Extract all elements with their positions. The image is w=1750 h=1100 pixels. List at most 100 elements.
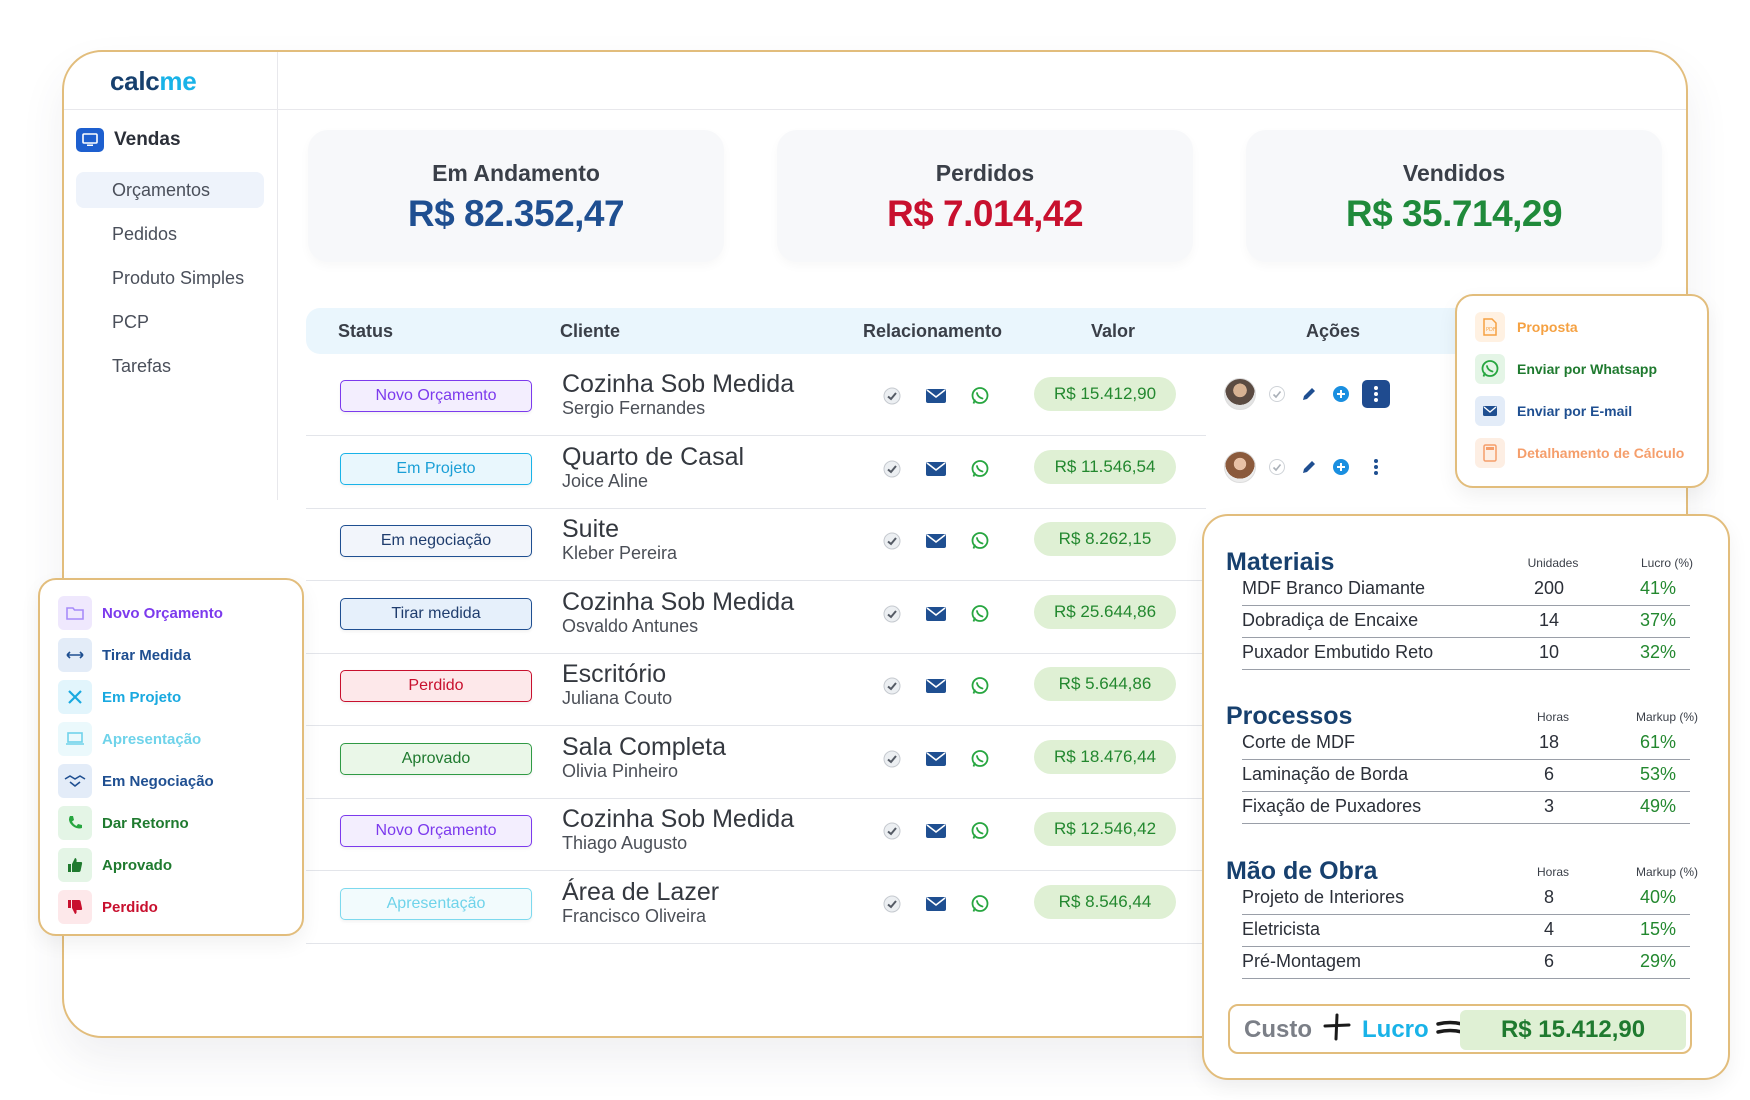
calc-row: MDF Branco Diamante 200 41%	[1242, 574, 1690, 606]
header-status[interactable]: Status	[338, 321, 394, 341]
calc-item-percent: 40%	[1639, 887, 1677, 907]
client-cell[interactable]: Escritório Juliana Couto	[562, 660, 672, 708]
mail-icon[interactable]	[924, 384, 948, 408]
client-cell[interactable]: Cozinha Sob Medida Thiago Augusto	[562, 805, 794, 853]
calc-item-qty: 18	[1538, 732, 1560, 752]
sidebar-item-orcamentos[interactable]: Orçamentos	[76, 172, 264, 208]
sidebar-item-pedidos[interactable]: Pedidos	[112, 223, 178, 244]
status-badge[interactable]: Em Projeto	[340, 452, 532, 485]
client-name: Thiago Augusto	[562, 833, 688, 853]
header-relacionamento[interactable]: Relacionamento	[863, 321, 1003, 341]
mail-icon[interactable]	[924, 674, 948, 698]
calcme-logo[interactable]: calcme	[110, 66, 197, 96]
edit-icon[interactable]	[1298, 383, 1320, 405]
summary-card-perdidos: Perdidos R$ 7.014,42	[777, 130, 1193, 262]
legend-label: Em Projeto	[102, 688, 182, 706]
legend-item[interactable]: Em Negociação	[58, 764, 214, 798]
table-row[interactable]: Aprovado Sala Completa Olivia Pinheiro R$ 1…	[306, 719, 1206, 799]
whatsapp-icon[interactable]	[968, 892, 992, 916]
client-name: Francisco Oliveira	[562, 905, 707, 926]
table-row[interactable]: Em Projeto Quarto de Casal Joice Aline R$ 1…	[306, 429, 1206, 509]
status-badge[interactable]: Novo Orçamento	[340, 815, 532, 847]
sidebar-item-pcp[interactable]: PCP	[112, 311, 150, 332]
client-cell[interactable]: Cozinha Sob Medida Sergio Fernandes	[562, 370, 794, 418]
add-icon[interactable]	[1330, 456, 1352, 478]
more-options-icon[interactable]	[1362, 380, 1390, 408]
status-badge[interactable]: Em negociação	[340, 525, 532, 557]
header-valor[interactable]: Valor	[1091, 321, 1136, 341]
action-menu-item[interactable]: Enviar por E-mail	[1475, 396, 1632, 426]
project-name: Cozinha Sob Medida	[562, 587, 795, 616]
legend-item[interactable]: Dar Retorno	[58, 806, 189, 840]
header-cliente[interactable]: Cliente	[560, 321, 621, 341]
whatsapp-icon[interactable]	[968, 674, 992, 698]
check-icon[interactable]	[880, 819, 904, 843]
whatsapp-icon[interactable]	[968, 529, 992, 553]
mail-icon[interactable]	[924, 457, 948, 481]
calc-row: Corte de MDF 18 61%	[1242, 728, 1690, 760]
header-acoes[interactable]: Ações	[1306, 321, 1361, 341]
check-icon[interactable]	[880, 674, 904, 698]
whatsapp-icon[interactable]	[968, 384, 992, 408]
status-badge[interactable]: Tirar medida	[340, 597, 532, 630]
status-badge[interactable]: Novo Orçamento	[340, 380, 532, 412]
client-cell[interactable]: Suite Kleber Pereira	[562, 515, 677, 563]
legend-item[interactable]: Tirar Medida	[58, 638, 191, 672]
mail-icon[interactable]	[924, 529, 948, 553]
check-icon[interactable]	[880, 529, 904, 553]
check-icon[interactable]	[880, 892, 904, 916]
table-row[interactable]: Novo Orçamento Cozinha Sob Medida Sergio F…	[306, 356, 1206, 436]
approve-icon[interactable]	[1266, 383, 1288, 405]
calculation-detail-popover: Materiais Unidades Lucro (%) MDF Branco Dia…	[1202, 514, 1730, 1080]
sidebar-item-produto-simples[interactable]: Produto Simples	[112, 267, 245, 288]
action-menu-item[interactable]: Enviar por Whatsapp	[1475, 354, 1657, 384]
legend-item[interactable]: Em Projeto	[58, 680, 181, 714]
more-options-icon[interactable]	[1362, 453, 1390, 481]
table-row[interactable]: Perdido Escritório Juliana Couto R$ 5.644,8…	[306, 646, 1206, 726]
mail-icon[interactable]	[924, 892, 948, 916]
client-cell[interactable]: Sala Completa Olivia Pinheiro	[562, 733, 726, 781]
check-icon[interactable]	[880, 747, 904, 771]
mail-icon[interactable]	[924, 602, 948, 626]
table-row[interactable]: Novo Orçamento Cozinha Sob Medida Thiago A…	[306, 791, 1206, 871]
edit-icon[interactable]	[1298, 456, 1320, 478]
thumbs-down-icon	[58, 890, 92, 924]
table-row[interactable]: Apresentação Área de Lazer Francisco Olive…	[306, 864, 1206, 944]
calc-item-name: Corte de MDF	[1242, 732, 1356, 752]
sidebar-section-vendas[interactable]: Vendas	[76, 128, 181, 152]
sidebar-item-tarefas[interactable]: Tarefas	[112, 355, 172, 376]
mail-icon[interactable]	[924, 819, 948, 843]
value-pill: R$ 12.546,42	[1034, 812, 1176, 846]
client-cell[interactable]: Quarto de Casal Joice Aline	[562, 443, 744, 491]
project-name: Área de Lazer	[562, 877, 720, 906]
legend-item[interactable]: Novo Orçamento	[58, 596, 223, 630]
table-row[interactable]: Tirar medida Cozinha Sob Medida Osvaldo An…	[306, 574, 1206, 654]
whatsapp-icon[interactable]	[968, 819, 992, 843]
mail-icon[interactable]	[924, 747, 948, 771]
calc-row: Dobradiça de Encaixe 14 37%	[1242, 606, 1690, 638]
action-menu-item[interactable]: Detalhamento de Cálculo	[1475, 438, 1684, 468]
client-cell[interactable]: Cozinha Sob Medida Osvaldo Antunes	[562, 588, 794, 636]
legend-item[interactable]: Apresentação	[58, 722, 201, 756]
table-row[interactable]: Em negociação Suite Kleber Pereira R$ 8.262…	[306, 501, 1206, 581]
legend-item[interactable]: Perdido	[58, 890, 158, 924]
svg-text:PDF: PDF	[1486, 327, 1496, 333]
approve-icon[interactable]	[1266, 456, 1288, 478]
status-badge[interactable]: Apresentação	[340, 887, 532, 920]
whatsapp-icon[interactable]	[968, 747, 992, 771]
action-menu-item[interactable]: PDF Proposta	[1475, 312, 1578, 342]
check-icon[interactable]	[880, 384, 904, 408]
legend-item[interactable]: Aprovado	[58, 848, 172, 882]
check-icon[interactable]	[880, 602, 904, 626]
status-badge[interactable]: Perdido	[340, 670, 532, 702]
relationship-icons	[880, 602, 992, 626]
avatar[interactable]	[1224, 378, 1256, 410]
whatsapp-icon[interactable]	[968, 602, 992, 626]
status-badge[interactable]: Aprovado	[340, 742, 532, 775]
calc-item-qty: 6	[1543, 764, 1554, 784]
whatsapp-icon[interactable]	[968, 457, 992, 481]
check-icon[interactable]	[880, 457, 904, 481]
client-cell[interactable]: Área de Lazer Francisco Oliveira	[562, 878, 719, 926]
avatar[interactable]	[1224, 450, 1256, 483]
add-icon[interactable]	[1330, 383, 1352, 405]
